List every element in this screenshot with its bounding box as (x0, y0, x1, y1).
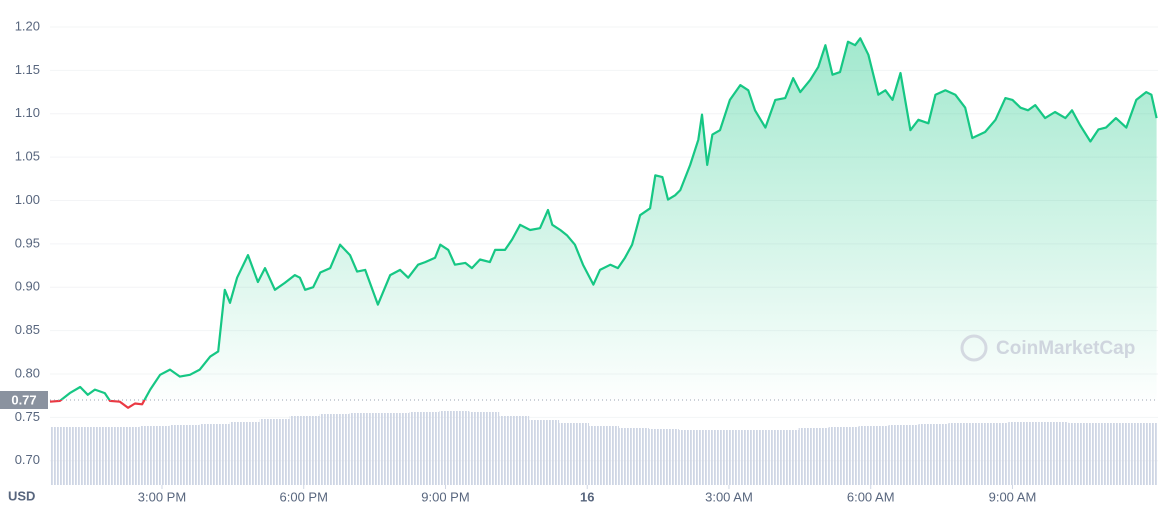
reference-label: 0.77 (11, 392, 36, 407)
volume-bar (978, 423, 1009, 485)
volume-bar (50, 427, 80, 485)
y-tick-label: 1.20 (15, 18, 40, 33)
x-tick-label: 9:00 AM (989, 489, 1037, 504)
volume-bar (738, 430, 769, 485)
y-tick-label: 1.05 (15, 149, 40, 164)
area (50, 38, 1157, 408)
volume-bar (828, 427, 859, 485)
volume-bar (1128, 423, 1158, 485)
volume-bar (259, 419, 290, 485)
y-tick-label: 1.00 (15, 192, 40, 207)
watermark-text: CoinMarketCap (996, 338, 1135, 359)
y-tick-label: 0.70 (15, 452, 40, 467)
volume-bar (349, 413, 380, 485)
volume-bar (589, 426, 619, 485)
volume-bar (888, 425, 919, 485)
x-tick-label: 16 (580, 489, 594, 504)
volume-bar (1068, 423, 1099, 485)
x-tick-label: 6:00 PM (280, 489, 328, 504)
currency-label: USD (8, 488, 35, 503)
volume-bar (409, 412, 440, 485)
volume-bar (858, 426, 889, 485)
y-tick-label: 0.80 (15, 365, 40, 380)
x-tick-label: 3:00 AM (705, 489, 753, 504)
volume-bar (559, 423, 590, 485)
y-tick-label: 0.95 (15, 235, 40, 250)
volume-bar (1008, 422, 1039, 485)
volume-bar (109, 427, 140, 485)
volume-bar (319, 414, 350, 485)
volume-bar (618, 428, 649, 485)
volume-bar (1098, 423, 1129, 485)
price-line (57, 37, 1158, 400)
x-tick-label: 6:00 AM (847, 489, 895, 504)
volume-bar (469, 412, 500, 485)
y-tick-label: 1.10 (15, 105, 40, 120)
volume-bar (678, 430, 709, 485)
volume-bar (918, 424, 949, 485)
volume-bar (648, 429, 679, 485)
volume-bar (379, 413, 410, 485)
volume-bar (798, 428, 829, 485)
reference-box (0, 390, 48, 409)
volume-bar (289, 416, 320, 485)
y-tick-label: 0.75 (15, 409, 40, 424)
volume-bar (229, 422, 260, 485)
y-tick-label: 0.85 (15, 322, 40, 337)
volume-bar (708, 430, 739, 485)
x-tick-label: 9:00 PM (421, 489, 469, 504)
watermark: CoinMarketCap (960, 334, 1135, 362)
volume-bar (768, 430, 799, 485)
y-tick-label: 1.15 (15, 62, 40, 77)
volume-bar (169, 425, 200, 485)
volume-bar (439, 411, 470, 485)
volume-bar (529, 420, 560, 485)
volume-bar (79, 427, 110, 485)
volume-bar (139, 426, 170, 485)
volume-bar (1038, 422, 1069, 485)
volume-bar (199, 424, 230, 485)
volume-bar (499, 416, 530, 485)
x-tick-label: 3:00 PM (138, 489, 186, 504)
volume-bar (948, 423, 979, 485)
y-tick-label: 0.90 (15, 279, 40, 294)
